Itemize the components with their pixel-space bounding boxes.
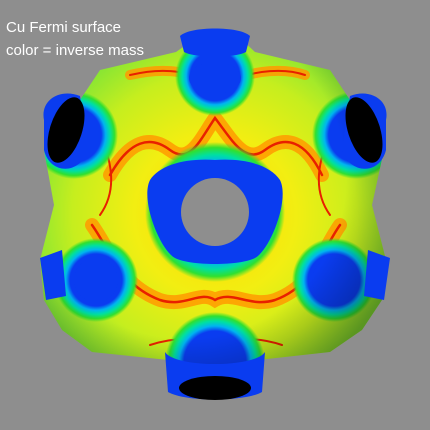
caption-color-note: color = inverse mass [6, 42, 144, 59]
caption-title: Cu Fermi surface [6, 19, 122, 36]
neck-top-cap [180, 28, 250, 57]
neck-bottom-opening [179, 376, 251, 400]
neck-left-opening [47, 97, 85, 163]
neck-right-opening [345, 97, 383, 163]
figure-caption: Cu Fermi surface color = inverse mass [6, 16, 144, 62]
center-hole [181, 178, 249, 246]
neck-far-left-cap [40, 250, 66, 300]
neck-far-right-cap [364, 250, 390, 300]
